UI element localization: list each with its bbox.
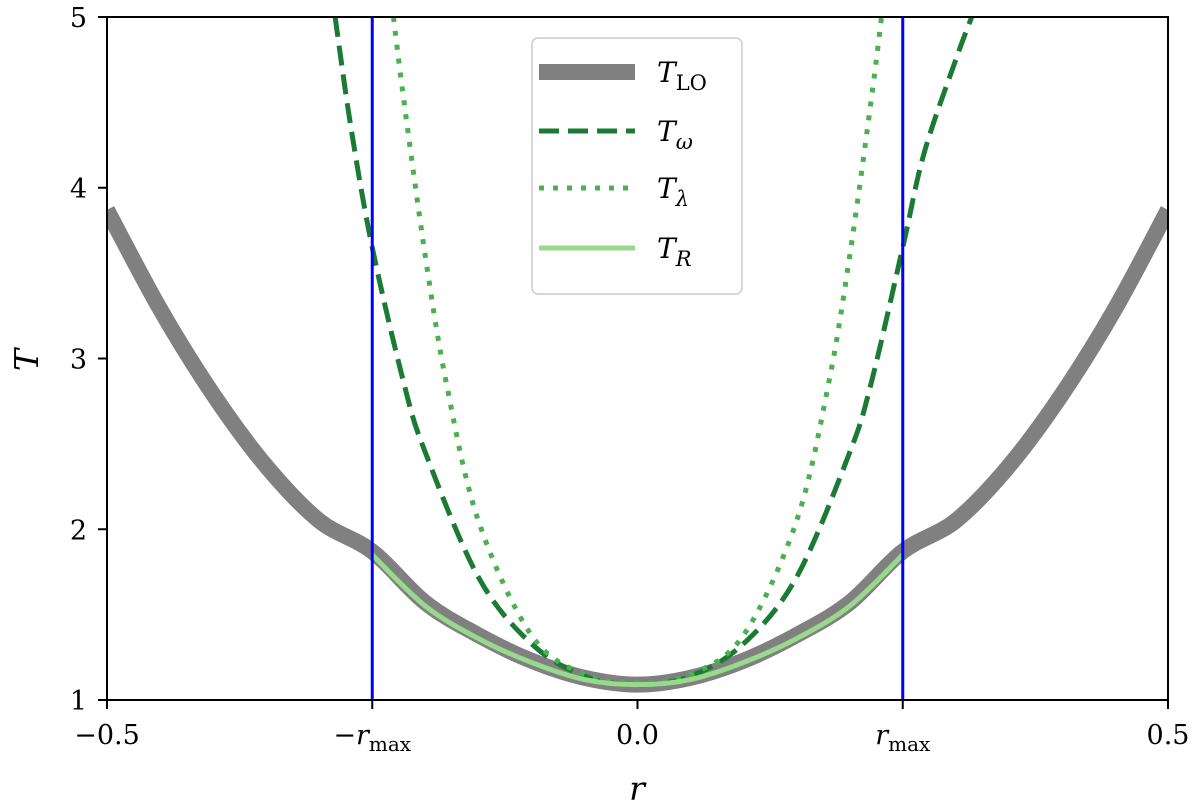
y-tick-label-4: 4: [70, 174, 87, 205]
x-tick-label-3: 0.0: [616, 720, 659, 751]
x-axis: −0.5 −rmax 0.0 rmax 0.5: [74, 700, 1189, 756]
vertical-lines: [370, 17, 905, 700]
legend-label-4: TR: [657, 232, 692, 271]
legend-box: [531, 37, 743, 295]
plot-area: [107, 17, 1168, 700]
x-tick-label-5: 0.5: [1147, 720, 1190, 751]
x-tick-label-2: −rmax: [333, 720, 411, 756]
legend-label-1: TLO: [657, 56, 707, 95]
x-axis-title: r: [629, 769, 647, 808]
legend-label-2: Tω: [657, 115, 693, 154]
y-axis: 1 2 3 4 5: [70, 3, 107, 717]
legend-items: TLO Tω Tλ TR: [539, 56, 707, 271]
y-axis-title: T: [7, 346, 46, 371]
legend-label-3: Tλ: [657, 172, 689, 211]
y-tick-label-1: 1: [70, 686, 87, 717]
x-tick-label-1: −0.5: [74, 720, 140, 751]
y-tick-label-3: 3: [70, 345, 87, 376]
x-tick-label-4: rmax: [875, 720, 931, 756]
legend: TLO Tω Tλ TR: [531, 37, 743, 295]
y-tick-label-5: 5: [70, 3, 87, 34]
y-tick-label-2: 2: [70, 515, 87, 546]
series-layer: [107, 17, 1168, 693]
series-line-4: [370, 553, 905, 688]
